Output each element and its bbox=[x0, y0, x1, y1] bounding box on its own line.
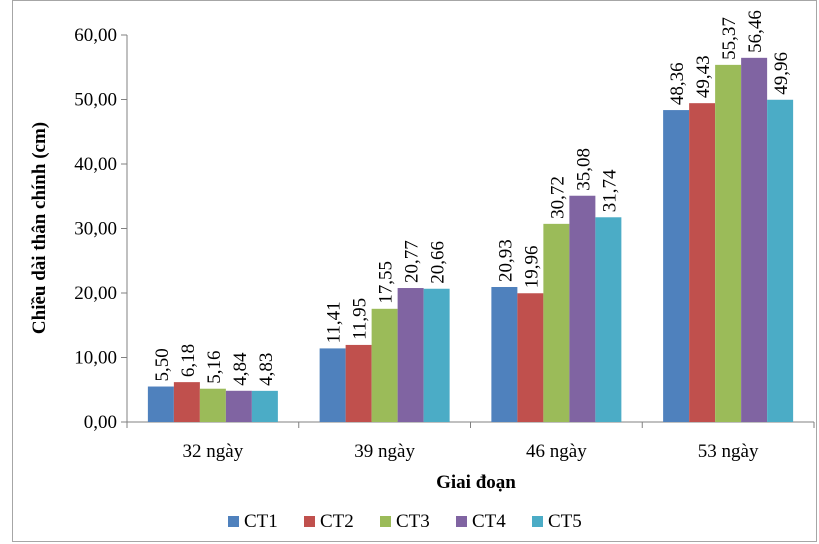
legend-label: CT1 bbox=[244, 511, 278, 532]
bar bbox=[569, 195, 596, 422]
legend-swatch bbox=[304, 516, 315, 527]
legend-label: CT4 bbox=[472, 511, 506, 532]
x-tick-label: 53 ngày bbox=[698, 441, 759, 462]
bar bbox=[371, 308, 398, 422]
data-label: 49,43 bbox=[693, 55, 714, 98]
data-label: 20,93 bbox=[495, 239, 516, 282]
bar bbox=[173, 382, 200, 422]
bar bbox=[319, 348, 346, 422]
data-label: 20,77 bbox=[402, 240, 423, 283]
legend-label: CT5 bbox=[548, 511, 582, 532]
data-label: 5,50 bbox=[152, 348, 173, 381]
data-label: 4,83 bbox=[256, 353, 277, 386]
bar bbox=[147, 386, 174, 422]
bar bbox=[423, 288, 450, 422]
y-tick-label: 30,00 bbox=[74, 219, 117, 240]
bar bbox=[199, 388, 226, 422]
bar bbox=[767, 99, 794, 423]
data-label: 55,37 bbox=[719, 17, 740, 60]
bars bbox=[147, 57, 794, 423]
data-label: 48,36 bbox=[667, 62, 688, 105]
bar bbox=[689, 103, 716, 422]
y-axis-title: Chiều dài thân chính (cm) bbox=[29, 122, 50, 334]
data-label: 35,08 bbox=[573, 148, 594, 191]
y-tick-label: 40,00 bbox=[74, 154, 117, 175]
y-tick-label: 50,00 bbox=[74, 90, 117, 111]
data-label: 11,95 bbox=[350, 298, 371, 340]
data-label: 6,18 bbox=[178, 344, 199, 377]
x-tick-label: 32 ngày bbox=[183, 441, 244, 462]
y-tick-label: 60,00 bbox=[74, 25, 117, 46]
bar bbox=[345, 344, 372, 422]
bar bbox=[491, 287, 518, 422]
bar bbox=[715, 64, 742, 423]
x-axis-title: Giai đoạn bbox=[436, 472, 516, 493]
y-tick-label: 0,00 bbox=[84, 412, 117, 433]
legend-swatch bbox=[532, 516, 543, 527]
bar bbox=[741, 57, 768, 422]
data-label: 30,72 bbox=[547, 176, 568, 219]
legend-label: CT3 bbox=[396, 511, 430, 532]
bar bbox=[663, 110, 690, 422]
data-label: 11,41 bbox=[324, 301, 345, 343]
legend-swatch bbox=[228, 516, 239, 527]
data-label: 4,84 bbox=[230, 352, 251, 386]
data-label: 31,74 bbox=[599, 169, 620, 212]
legend-label: CT2 bbox=[320, 511, 354, 532]
bar bbox=[225, 390, 252, 422]
bar bbox=[595, 217, 622, 422]
y-axis: 0,00 10,00 20,00 30,00 40,00 50,00 60,00 bbox=[74, 25, 128, 433]
y-tick-label: 20,00 bbox=[74, 283, 117, 304]
y-tick-label: 10,00 bbox=[74, 348, 117, 369]
legend: CT1 CT2 CT3 CT4 CT5 bbox=[228, 511, 582, 532]
data-label: 17,55 bbox=[376, 261, 397, 304]
bar bbox=[251, 390, 278, 422]
x-tick-label: 46 ngày bbox=[526, 441, 587, 462]
x-tick-label: 39 ngày bbox=[354, 441, 415, 462]
bar bbox=[517, 293, 544, 422]
bar bbox=[543, 223, 570, 422]
data-label: 49,96 bbox=[771, 52, 792, 95]
data-label: 20,66 bbox=[428, 241, 449, 284]
data-label: 56,46 bbox=[745, 10, 766, 53]
x-axis: 32 ngày 39 ngày 46 ngày 53 ngày bbox=[126, 421, 815, 462]
bar bbox=[397, 288, 424, 422]
legend-swatch bbox=[456, 516, 467, 527]
data-label: 5,16 bbox=[204, 350, 225, 383]
legend-swatch bbox=[380, 516, 391, 527]
data-label: 19,96 bbox=[521, 246, 542, 289]
